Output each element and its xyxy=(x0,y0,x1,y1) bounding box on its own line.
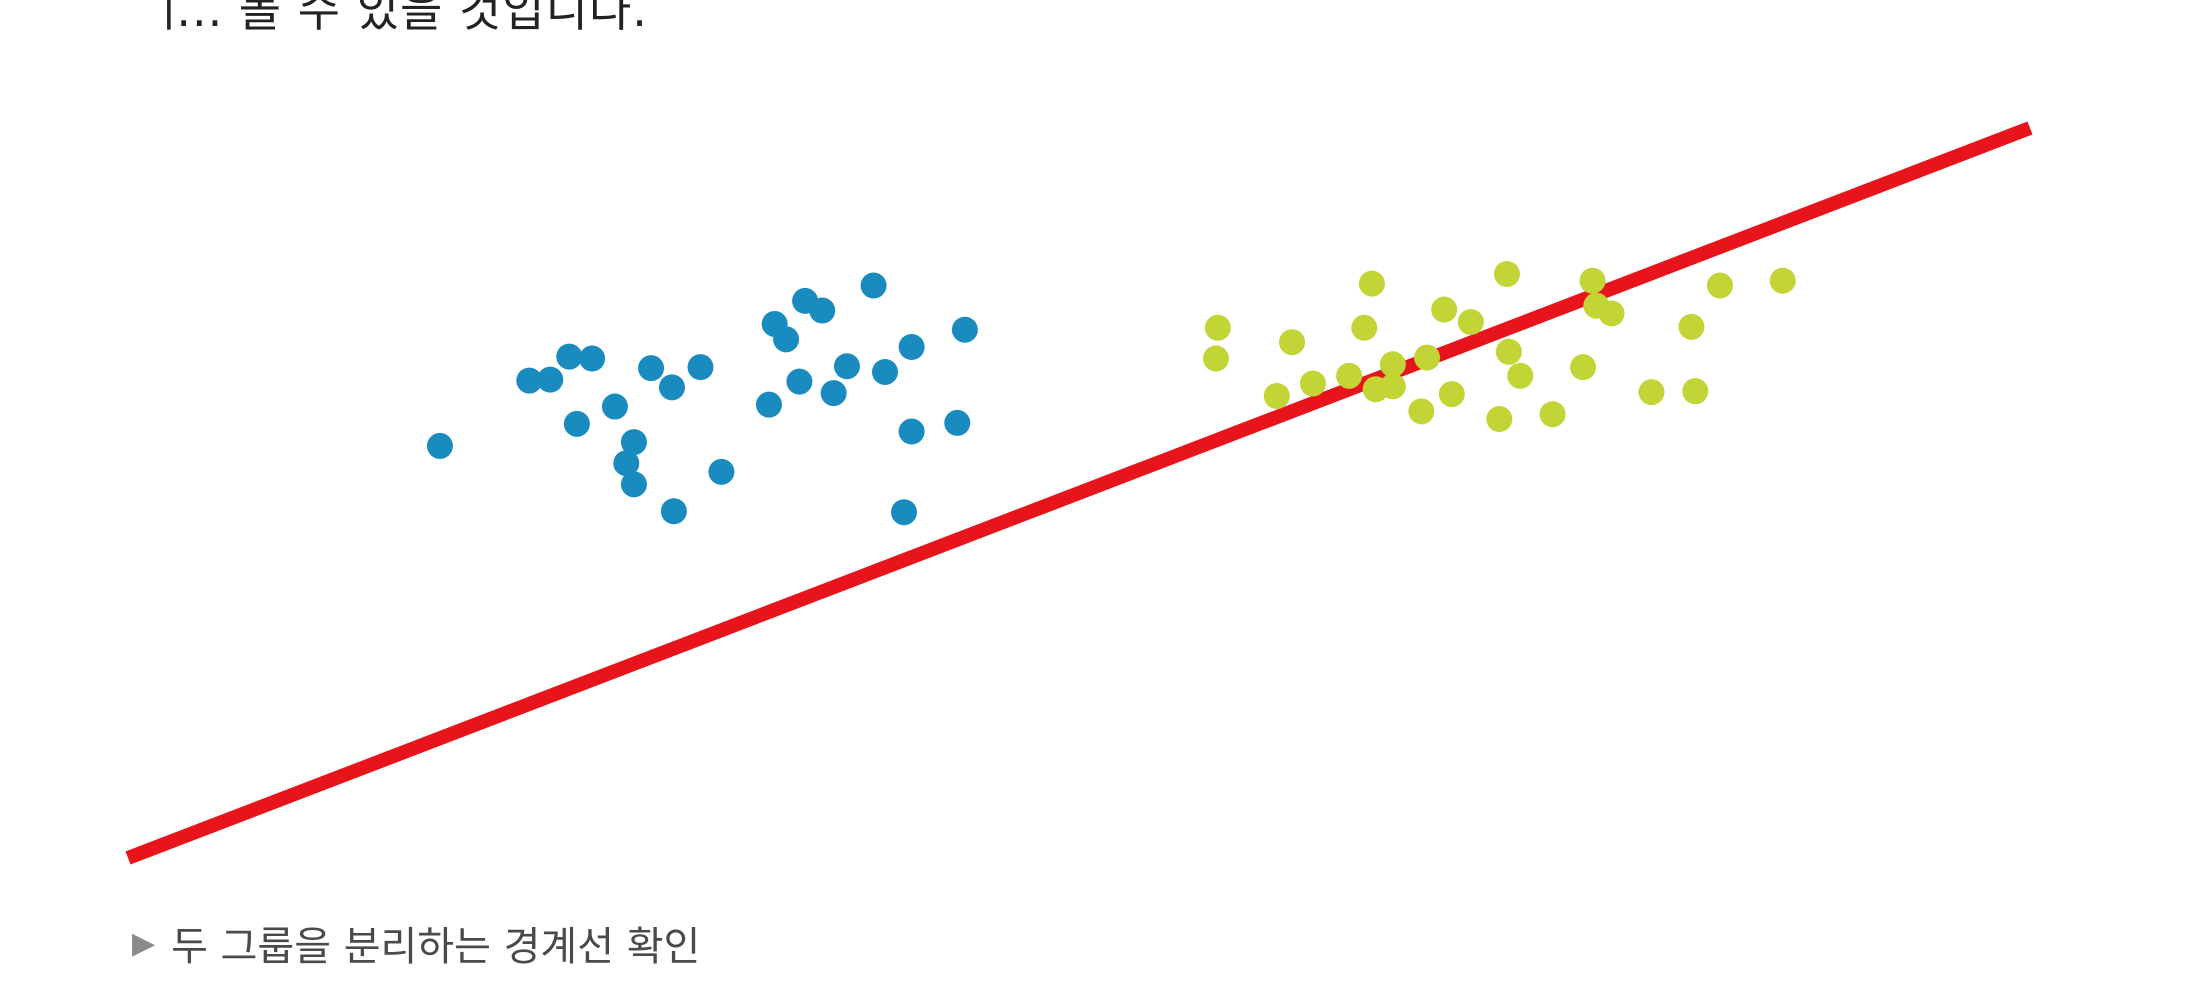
series-group_a xyxy=(426,272,978,526)
data-point-group_a xyxy=(898,418,925,445)
data-point-group_a xyxy=(786,368,813,395)
caption-text: 두 그룹을 분리하는 경계선 확인 xyxy=(171,924,701,970)
data-point-group_a xyxy=(563,410,590,437)
data-point-group_b xyxy=(1279,329,1306,356)
data-point-group_b xyxy=(1682,378,1709,405)
data-point-group_b xyxy=(1204,314,1231,341)
data-point-group_b xyxy=(1351,314,1378,341)
data-point-group_b xyxy=(1414,344,1441,371)
data-point-group_b xyxy=(1570,354,1597,381)
data-point-group_b xyxy=(1495,338,1522,365)
data-point-group_a xyxy=(620,429,647,456)
data-point-group_b xyxy=(1358,270,1385,297)
data-point-group_b xyxy=(1379,351,1406,378)
data-point-group_b xyxy=(1202,345,1229,372)
data-point-group_b xyxy=(1362,376,1389,403)
data-point-group_a xyxy=(601,393,628,420)
boundary-line-layer xyxy=(125,121,2033,865)
data-point-group_a xyxy=(660,498,687,525)
data-point-group_a xyxy=(556,343,583,370)
data-point-group_a xyxy=(687,354,714,381)
boundary-line xyxy=(125,121,2033,865)
data-point-group_a xyxy=(833,353,860,380)
data-point-group_b xyxy=(1493,261,1520,287)
data-point-group_b xyxy=(1408,398,1435,425)
data-point-group_b xyxy=(1507,362,1534,389)
series-group_b xyxy=(1202,261,1796,433)
data-point-group_a xyxy=(708,458,735,485)
data-point-group_b xyxy=(1486,406,1513,433)
data-point-group_b xyxy=(1638,379,1665,406)
data-point-group_a xyxy=(860,272,887,299)
data-point-group_a xyxy=(871,358,898,385)
figure-caption: ▶ 두 그룹을 분리하는 경계선 확인 xyxy=(132,914,700,972)
data-point-group_b xyxy=(1678,313,1705,340)
data-point-group_b xyxy=(1263,382,1290,409)
data-point-group_a xyxy=(620,471,647,498)
data-point-group_a xyxy=(951,316,978,343)
data-point-group_b xyxy=(1539,401,1566,428)
data-point-group_a xyxy=(891,499,918,526)
data-point-group_a xyxy=(579,345,606,372)
points-layer xyxy=(426,261,1796,526)
data-point-group_a xyxy=(898,334,925,360)
data-point-group_a xyxy=(755,391,782,418)
data-point-group_b xyxy=(1579,267,1606,294)
data-point-group_a xyxy=(944,409,971,436)
data-point-group_a xyxy=(820,380,847,407)
data-point-group_a xyxy=(761,310,788,337)
data-point-group_a xyxy=(638,355,665,382)
data-point-group_a xyxy=(658,374,685,401)
data-point-group_a xyxy=(537,366,564,393)
data-point-group_b xyxy=(1299,370,1326,397)
intro-text: ᅟᅵ... 볼 수 있을 것입니다. xyxy=(134,0,648,37)
data-point-group_a xyxy=(792,287,819,314)
data-point-group_b xyxy=(1769,267,1796,294)
data-point-group_a xyxy=(613,450,640,477)
data-point-group_b xyxy=(1336,362,1363,389)
data-point-group_b xyxy=(1431,296,1458,323)
data-point-group_a xyxy=(426,432,453,459)
triangle-marker-icon: ▶ xyxy=(132,925,156,961)
data-point-group_b xyxy=(1457,309,1484,336)
data-point-group_b xyxy=(1706,272,1733,299)
data-point-group_b xyxy=(1438,381,1465,408)
data-point-group_a xyxy=(516,367,543,394)
data-point-group_b xyxy=(1598,300,1625,327)
